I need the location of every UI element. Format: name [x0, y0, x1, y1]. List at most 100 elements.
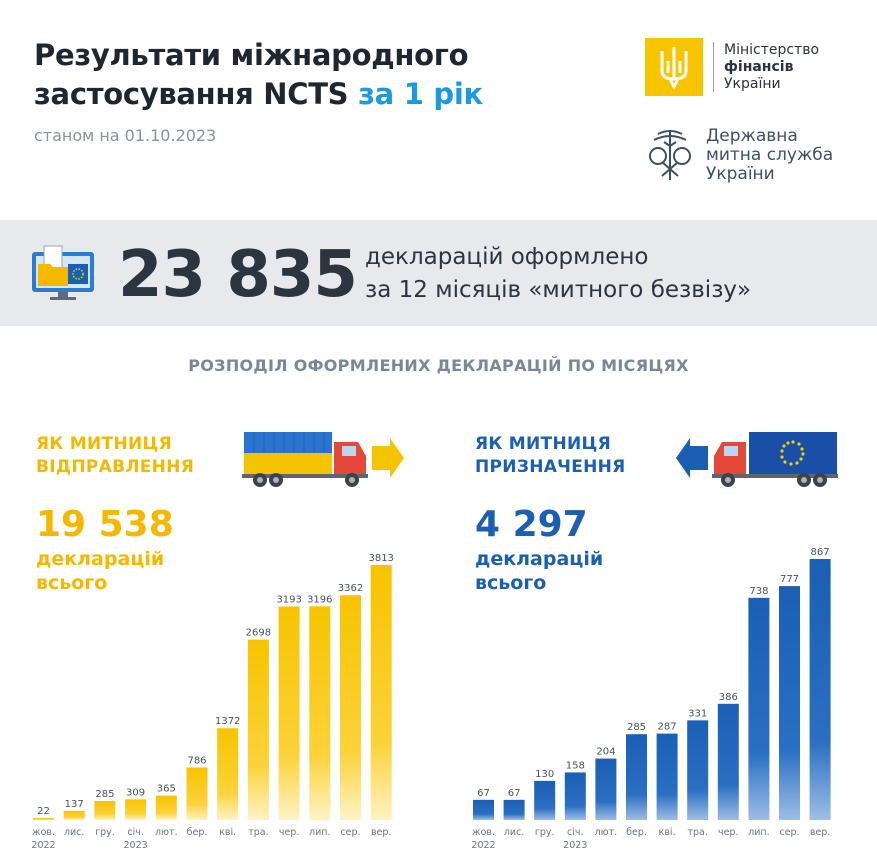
destination-bar-value: 867: [811, 547, 830, 558]
destination-tick-label: чер.: [718, 827, 739, 838]
title-line-2: застосування NCTS за 1 рік: [34, 75, 483, 114]
destination-bar-value: 67: [477, 788, 490, 799]
destination-bar-value: 204: [596, 747, 615, 758]
minfin-line-2: фінансів: [724, 58, 794, 75]
departure-bar-value: 3813: [368, 553, 393, 564]
departure-bar: [125, 799, 147, 820]
customs-line-2: митна служба: [706, 144, 834, 165]
destination-bar: [809, 559, 831, 820]
destination-tick-label: січ.: [567, 827, 584, 838]
destination-tick-label: лип.: [748, 827, 769, 838]
title-line-2-main: застосування NCTS: [34, 77, 359, 111]
departure-total: 19 538: [36, 504, 174, 545]
departure-bar-value: 2698: [246, 628, 271, 639]
departure-tick-label: лют.: [155, 827, 178, 838]
destination-bar: [626, 734, 647, 820]
customs-line-3: України: [706, 163, 775, 184]
destination-bar-value: 777: [780, 574, 799, 585]
destination-bar: [748, 597, 770, 820]
minfin-line-1: Міністерство: [724, 41, 820, 58]
destination-bar-value: 285: [627, 722, 646, 733]
banner-text-line-2: за 12 місяців «митного безвізу»: [365, 277, 752, 303]
departure-bar-value: 1372: [215, 716, 240, 727]
departure-tick-label: вер.: [371, 827, 392, 838]
logo-divider: [713, 42, 714, 92]
departure-bar: [278, 606, 300, 820]
departure-tick-label: січ.: [127, 827, 144, 838]
departure-bar-value: 786: [187, 755, 206, 766]
departure-bar: [309, 606, 331, 820]
destination-tick-label: гру.: [535, 827, 555, 838]
customs-line-1: Державна: [706, 125, 798, 146]
monitor-folder-icon: [30, 244, 98, 306]
destination-bar-value: 331: [688, 708, 707, 719]
departure-bar: [247, 639, 269, 820]
destination-desc-line-1: декларацій: [475, 548, 604, 570]
destination-year-label: 2023: [563, 840, 587, 851]
destination-tick-label: сер.: [779, 827, 799, 838]
minfin-line-3: України: [724, 75, 781, 92]
destination-tick-label: кві.: [659, 827, 676, 838]
departure-bar: [155, 795, 177, 820]
trident-icon: [645, 38, 703, 96]
destination-bar-value: 130: [535, 769, 554, 780]
destination-tick-label: вер.: [810, 827, 831, 838]
customs-logo-text: Державна митна служба України: [706, 125, 834, 184]
departure-tick-label: чер.: [279, 827, 300, 838]
destination-bar-value: 67: [508, 788, 521, 799]
section-title: РОЗПОДІЛ ОФОРМЛЕНИХ ДЕКЛАРАЦІЙ ПО МІСЯЦЯ…: [188, 356, 689, 375]
title-line-2-accent: за 1 рік: [358, 77, 483, 111]
truck-ukraine-icon: [242, 428, 407, 494]
departure-tick-label: лис.: [64, 827, 85, 838]
banner-text-line-1: декларацій оформлено: [365, 244, 649, 270]
destination-year-label: 2022: [471, 840, 495, 851]
customs-logo: Державна митна служба України: [640, 126, 833, 184]
destination-title: ЯК МИТНИЦЯ ПРИЗНАЧЕННЯ: [475, 433, 626, 479]
departure-bar: [63, 810, 85, 820]
minfin-logo-text: Міністерство фінансів України: [724, 42, 819, 93]
departure-bar-value: 365: [157, 784, 176, 795]
destination-bar-value: 158: [566, 760, 585, 771]
destination-bar: [534, 780, 556, 820]
departure-bar: [340, 595, 361, 820]
customs-emblem-icon: [649, 130, 691, 180]
destination-total-desc: декларацій всього: [475, 547, 603, 595]
page-subtitle: станом на 01.10.2023: [34, 126, 217, 145]
departure-tick-label: тра.: [248, 827, 268, 838]
departure-bar-value: 285: [95, 789, 114, 800]
departure-tick-label: лип.: [309, 827, 330, 838]
destination-desc-line-2: всього: [475, 572, 547, 594]
departure-total-desc: декларацій всього: [36, 547, 164, 595]
departure-tick-label: гру.: [95, 827, 115, 838]
departure-tick-label: жов.: [32, 827, 55, 838]
truck-eu-icon: [674, 428, 839, 494]
departure-bar-value: 137: [65, 799, 84, 810]
destination-bar: [687, 720, 709, 820]
destination-tick-label: бер.: [626, 827, 647, 838]
destination-tick-label: жов.: [472, 827, 495, 838]
destination-bar: [595, 758, 617, 820]
departure-desc-line-1: декларацій: [36, 548, 165, 570]
departure-tick-label: кві.: [219, 827, 236, 838]
destination-bar-value: 386: [719, 692, 738, 703]
title-line-1: Результати міжнародного: [34, 38, 469, 72]
summary-banner: 23 835 декларацій оформлено за 12 місяці…: [0, 220, 877, 326]
departure-bar: [94, 800, 116, 820]
destination-title-line-1: ЯК МИТНИЦЯ: [475, 434, 611, 454]
departure-title: ЯК МИТНИЦЯ ВІДПРАВЛЕННЯ: [36, 433, 194, 479]
destination-bar: [564, 772, 586, 820]
destination-tick-label: лис.: [504, 827, 525, 838]
departure-bar: [186, 767, 208, 820]
destination-bar: [717, 703, 739, 820]
destination-bar: [473, 799, 494, 820]
departure-bar-value: 309: [126, 787, 145, 798]
departure-tick-label: сер.: [340, 827, 360, 838]
departure-bar-value: 22: [37, 806, 50, 817]
departure-bar: [217, 728, 239, 820]
page-title: Результати міжнародного застосування NCT…: [34, 36, 483, 114]
departure-title-line-2: ВІДПРАВЛЕННЯ: [36, 457, 195, 477]
departure-title-line-1: ЯК МИТНИЦЯ: [36, 434, 172, 454]
departure-year-label: 2022: [31, 840, 55, 851]
banner-description: декларацій оформлено за 12 місяців «митн…: [365, 241, 751, 307]
destination-title-line-2: ПРИЗНАЧЕННЯ: [475, 457, 626, 477]
